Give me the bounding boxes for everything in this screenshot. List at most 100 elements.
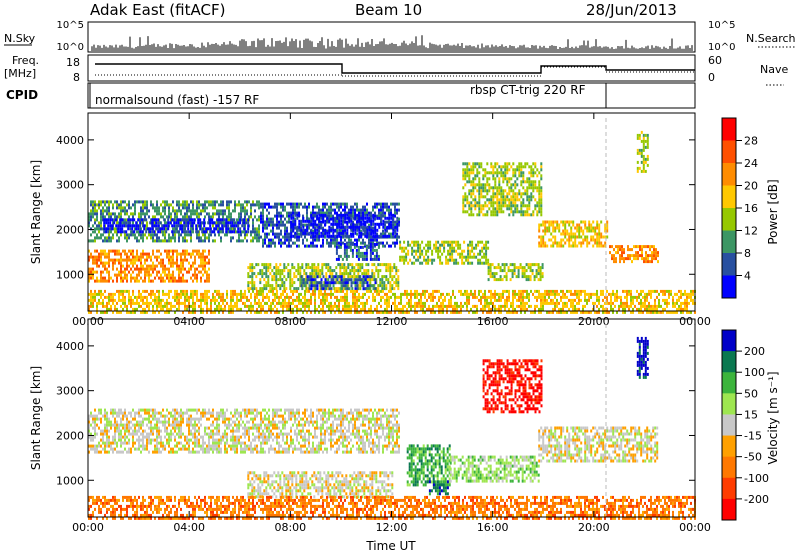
power-echo-cell	[198, 233, 200, 237]
power-echo-cell	[110, 276, 112, 280]
power-echo-cell	[185, 230, 188, 234]
power-echo-cell	[200, 264, 202, 268]
power-echo-cell	[510, 165, 513, 169]
power-echo-cell	[168, 310, 170, 314]
power-echo-cell	[391, 284, 394, 288]
power-echo-cell	[190, 236, 192, 240]
power-echo-cell	[160, 258, 162, 262]
power-echo-cell	[100, 215, 102, 219]
power-echo-cell	[268, 232, 270, 236]
power-echo-cell	[358, 216, 361, 220]
power-echo-cell	[316, 211, 318, 215]
power-echo-cell	[156, 258, 158, 262]
power-echo-cell	[502, 198, 505, 202]
power-echo-cell	[355, 263, 358, 267]
power-echo-cell	[397, 275, 400, 279]
power-echo-cell	[322, 238, 324, 242]
power-echo-cell	[244, 289, 246, 293]
power-echo-cell	[182, 200, 184, 204]
power-echo-cell	[277, 266, 280, 270]
power-echo-cell	[236, 307, 238, 311]
power-echo-cell	[464, 168, 467, 172]
power-echo-cell	[292, 234, 295, 238]
power-echo-cell	[405, 252, 408, 256]
power-echo-cell	[130, 249, 132, 253]
power-echo-cell	[108, 212, 110, 216]
power-echo-cell	[128, 295, 130, 299]
power-echo-cell	[364, 205, 366, 209]
power-echo-cell	[449, 240, 452, 244]
power-echo-cell	[340, 287, 343, 291]
power-echo-cell	[468, 201, 471, 205]
power-echo-cell	[243, 221, 246, 225]
power-echo-cell	[640, 160, 643, 164]
power-echo-cell	[405, 255, 408, 259]
power-echo-cell	[499, 266, 502, 270]
power-echo-cell	[407, 261, 410, 265]
power-echo-cell	[304, 228, 307, 232]
power-echo-cell	[156, 233, 158, 237]
power-echo-cell	[106, 255, 108, 259]
power-echo-cell	[486, 192, 489, 196]
power-echo-cell	[249, 266, 252, 270]
power-echo-cell	[148, 230, 150, 234]
power-echo-cell	[301, 266, 304, 270]
power-echo-cell	[242, 209, 244, 213]
power-echo-cell	[344, 225, 347, 229]
power-echo-cell	[182, 261, 184, 265]
power-echo-cell	[457, 261, 460, 265]
power-echo-cell	[483, 255, 486, 259]
power-echo-cell	[466, 168, 469, 172]
power-echo-cell	[396, 238, 398, 242]
power-echo-cell	[367, 278, 370, 282]
power-echo-cell	[499, 278, 502, 282]
power-echo-cell	[230, 215, 232, 219]
power-echo-cell	[114, 249, 116, 253]
power-echo-cell	[493, 266, 496, 270]
power-echo-cell	[202, 252, 204, 256]
power-echo-cell	[104, 264, 106, 268]
power-echo-cell	[646, 145, 649, 149]
power-echo-cell	[250, 212, 252, 216]
power-echo-cell	[144, 261, 146, 265]
power-echo-cell	[90, 252, 92, 256]
power-echo-cell	[320, 213, 323, 217]
power-echo-cell	[619, 245, 621, 249]
power-echo-cell	[263, 287, 266, 291]
power-echo-cell	[380, 232, 382, 236]
power-echo-cell	[362, 216, 365, 220]
power-echo-cell	[496, 207, 499, 211]
power-echo-cell	[516, 165, 519, 169]
power-echo-cell	[564, 223, 567, 227]
power-echo-cell	[180, 233, 182, 237]
power-echo-cell	[172, 295, 174, 299]
power-echo-cell	[290, 238, 292, 242]
power-echo-cell	[435, 246, 438, 250]
power-echo-cell	[486, 213, 489, 217]
power-echo-cell	[128, 292, 130, 296]
power-echo-cell	[361, 245, 364, 249]
power-echo-cell	[506, 168, 509, 172]
power-echo-cell	[156, 295, 158, 299]
power-echo-cell	[642, 169, 645, 173]
power-echo-cell	[90, 255, 92, 259]
power-echo-cell	[216, 307, 218, 311]
power-echo-cell	[154, 310, 156, 314]
power-echo-cell	[640, 154, 643, 158]
power-echo-cell	[371, 257, 374, 261]
power-echo-cell	[217, 218, 220, 222]
power-echo-cell	[240, 298, 242, 302]
power-echo-cell	[265, 272, 268, 276]
power-echo-cell	[506, 204, 509, 208]
power-echo-cell	[178, 267, 180, 271]
power-echo-cell	[288, 304, 290, 308]
power-echo-cell	[210, 200, 212, 204]
power-echo-cell	[280, 229, 282, 233]
power-echo-cell	[282, 298, 284, 302]
power-echo-cell	[455, 261, 458, 265]
power-echo-cell	[92, 276, 94, 280]
power-echo-cell	[94, 249, 96, 253]
cpid-panel: CPID normalsound (fast) -157 RF rbsp CT-…	[6, 82, 696, 109]
power-echo-cell	[299, 269, 302, 273]
